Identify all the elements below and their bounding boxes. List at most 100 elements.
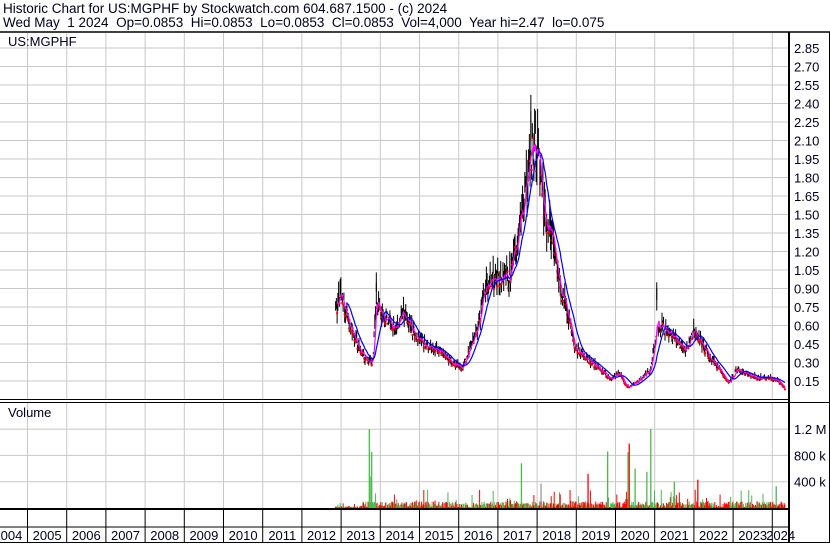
price-panel-label: US:MGPHF [8,34,77,49]
close-marker [707,355,710,358]
close-marker [557,278,560,281]
close-marker [553,253,556,256]
close-marker [440,352,443,355]
close-marker [425,345,428,348]
close-marker [555,259,558,262]
close-marker [454,365,457,368]
close-marker [504,275,507,278]
close-marker [567,319,570,322]
close-marker [514,246,517,249]
close-marker [749,375,752,378]
close-marker [443,356,446,359]
close-marker [415,335,418,338]
close-marker [595,366,598,369]
close-marker [708,357,711,360]
close-marker [434,349,437,352]
close-marker [458,365,461,368]
close-marker [735,369,738,372]
close-marker [489,285,492,288]
close-marker [590,362,593,365]
close-marker [584,358,587,361]
close-marker [366,358,369,361]
close-marker [530,168,533,171]
close-marker [576,352,579,355]
close-marker [380,316,383,319]
close-marker [596,366,599,369]
close-marker [418,340,421,343]
close-marker [542,216,545,219]
close-marker [768,377,771,380]
close-marker [593,366,596,369]
close-marker [460,368,463,371]
close-marker [486,290,489,293]
close-marker [760,377,763,380]
year-label: 2021 [660,528,689,543]
close-marker [545,232,548,235]
close-marker [687,346,690,349]
year-label: 2023 [738,528,767,543]
close-marker [386,322,389,325]
close-marker [422,346,425,349]
price-tick-label: 0.15 [794,374,819,389]
close-marker [453,363,456,366]
volume-tick-label: 400 k [794,475,826,490]
close-marker [436,350,439,353]
volume-tick-label: 800 k [794,448,826,463]
year-label: 2022 [699,528,728,543]
year-label: 2008 [150,528,179,543]
close-marker [770,378,773,381]
close-marker [765,378,768,381]
close-marker [360,353,363,356]
price-tick-label: 1.20 [794,245,819,260]
close-marker [424,346,427,349]
close-marker [725,378,728,381]
close-marker [394,328,397,331]
close-marker [609,378,612,381]
year-label: 2010 [229,528,258,543]
close-marker [754,377,757,380]
price-tick-label: 2.85 [794,41,819,56]
close-marker [416,338,419,341]
close-marker [560,294,563,297]
close-marker [573,346,576,349]
close-marker [547,231,550,234]
close-marker [544,222,547,225]
price-tick-label: 1.95 [794,152,819,167]
close-marker [389,326,392,329]
close-marker [778,382,781,385]
volume-tick-label: 1.2 M [794,422,827,437]
close-marker [623,382,626,385]
close-marker [538,183,541,186]
price-tick-label: 2.55 [794,78,819,93]
volume-bars [335,429,786,508]
close-marker [343,313,346,316]
close-marker [780,383,783,386]
close-marker [446,357,449,360]
year-label: 2019 [581,528,610,543]
price-tick-label: 0.75 [794,300,819,315]
year-label: 2024 [766,528,795,543]
close-marker [340,295,343,298]
close-marker [713,363,716,366]
close-marker [354,340,357,343]
close-marker [498,285,501,288]
close-marker [622,378,625,381]
close-marker [347,319,350,322]
close-marker [348,327,351,330]
close-marker [723,375,726,378]
close-marker [681,345,684,348]
close-marker [572,340,575,343]
close-marker [570,331,573,334]
close-marker [758,378,761,381]
close-marker [541,193,544,196]
close-marker [691,337,694,340]
close-marker [504,276,507,279]
close-marker [351,331,354,334]
close-marker [743,372,746,375]
year-label: 2016 [464,528,493,543]
close-marker [352,333,355,336]
close-marker [370,363,373,366]
close-marker [783,386,786,389]
close-marker [698,339,701,342]
close-marker [625,384,628,387]
